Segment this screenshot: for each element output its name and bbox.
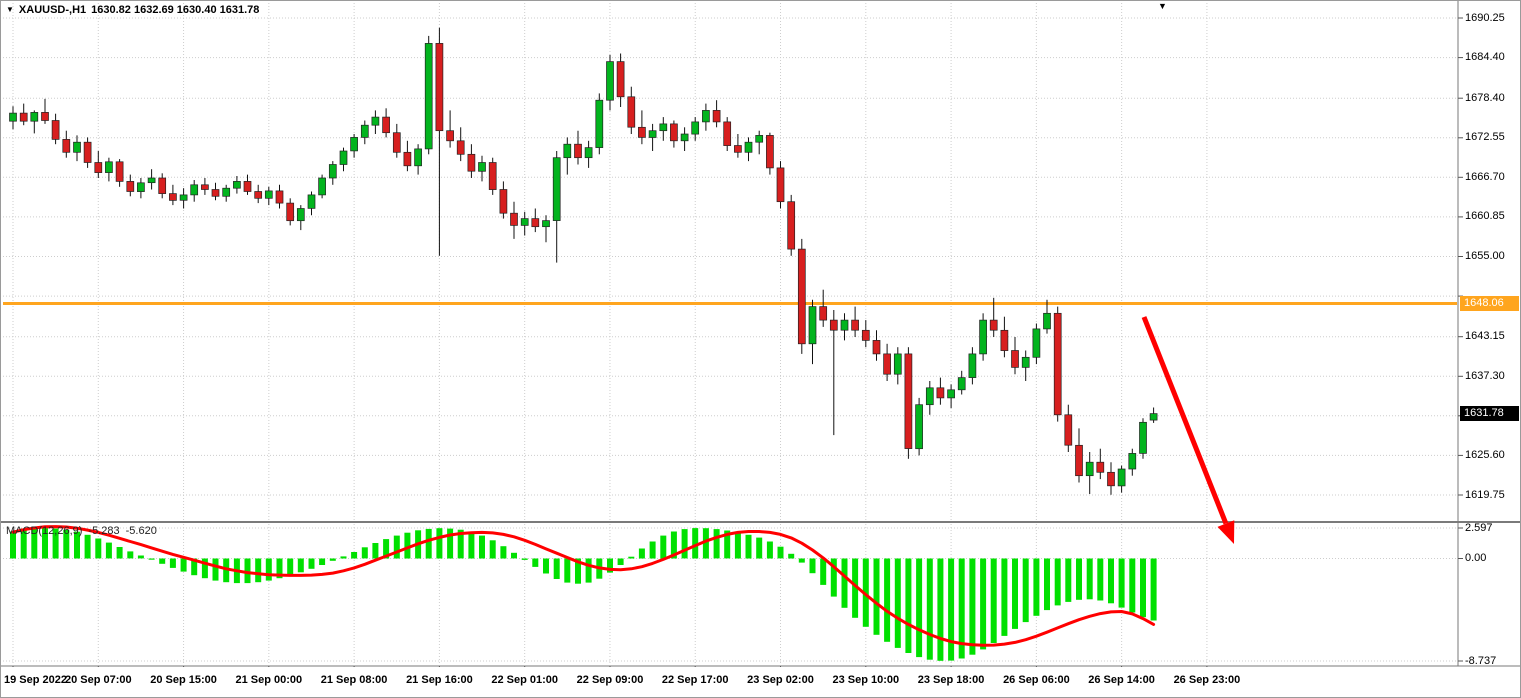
price-axis-label: 1637.30 — [1465, 369, 1505, 382]
price-axis-label: 1672.55 — [1465, 131, 1505, 144]
time-axis-label: 22 Sep 09:00 — [576, 674, 644, 686]
macd-main-value: -5.283 — [88, 525, 120, 537]
time-axis-label: 20 Sep 15:00 — [150, 674, 217, 686]
ohlc-values: 1630.82 1632.69 1630.40 1631.78 — [91, 4, 260, 16]
time-axis-label: 19 Sep 2022 — [4, 674, 67, 686]
symbol-period-label: XAUUSD-,H1 — [18, 4, 87, 16]
time-axis-label: 23 Sep 18:00 — [917, 674, 985, 686]
price-axis-label: 1678.40 — [1465, 91, 1505, 104]
macd-axis-label: -8.737 — [1465, 654, 1497, 667]
hline-price-badge: 1648.06 — [1460, 296, 1519, 311]
macd-axis-label: 0.00 — [1465, 552, 1487, 564]
grid-layer — [3, 3, 1457, 665]
macd-signal-value: -5.620 — [125, 525, 157, 537]
macd-name: MACD(12,26,9) — [6, 525, 83, 537]
time-axis-label: 21 Sep 16:00 — [406, 674, 473, 686]
macd-indicator-label: MACD(12,26,9) -5.283 -5.620 — [6, 525, 157, 537]
macd-axis-label: 2.597 — [1465, 521, 1493, 534]
time-axis-label: 21 Sep 00:00 — [235, 674, 303, 686]
macd-signal-line — [11, 525, 1156, 647]
time-axis-label: 26 Sep 23:00 — [1173, 674, 1241, 686]
one-click-trading-icon[interactable]: ▼ — [6, 5, 14, 14]
trend-arrow-head — [1217, 520, 1235, 544]
symbol-ohlc-label: ▼ XAUUSD-,H1 1630.82 1632.69 1630.40 163… — [6, 4, 259, 16]
time-axis-label: 21 Sep 08:00 — [320, 674, 388, 686]
price-axis-label: 1666.70 — [1465, 170, 1505, 183]
time-axis-label: 26 Sep 14:00 — [1088, 674, 1155, 686]
time-axis-label: 22 Sep 17:00 — [661, 674, 729, 686]
time-axis-label: 23 Sep 10:00 — [832, 674, 900, 686]
candles-layer — [9, 27, 1158, 495]
time-axis-label: 20 Sep 07:00 — [64, 674, 132, 686]
chart-shift-marker-icon[interactable]: ▼ — [1158, 1, 1167, 11]
price-axis-label: 1660.85 — [1465, 210, 1505, 223]
time-axis-label: 22 Sep 01:00 — [491, 674, 559, 686]
macd-histogram — [10, 528, 1157, 661]
trend-arrow[interactable] — [1141, 316, 1229, 525]
price-axis[interactable]: 1648.06 1631.78 1690.25 1684.40 1678.40 167… — [1459, 1, 1520, 667]
time-axis-label: 23 Sep 02:00 — [747, 674, 814, 686]
price-axis-label: 1619.75 — [1465, 488, 1505, 501]
current-price-badge: 1631.78 — [1460, 406, 1519, 422]
price-axis-label: 1684.40 — [1465, 51, 1505, 64]
time-axis[interactable]: 19 Sep 2022 20 Sep 07:00 20 Sep 15:00 21 Se… — [1, 667, 1520, 697]
price-axis-label: 1655.00 — [1465, 250, 1505, 262]
price-axis-label: 1625.60 — [1465, 448, 1505, 461]
price-axis-label: 1690.25 — [1465, 11, 1505, 24]
price-axis-label: 1643.15 — [1465, 330, 1505, 343]
time-axis-label: 26 Sep 06:00 — [1003, 674, 1070, 686]
